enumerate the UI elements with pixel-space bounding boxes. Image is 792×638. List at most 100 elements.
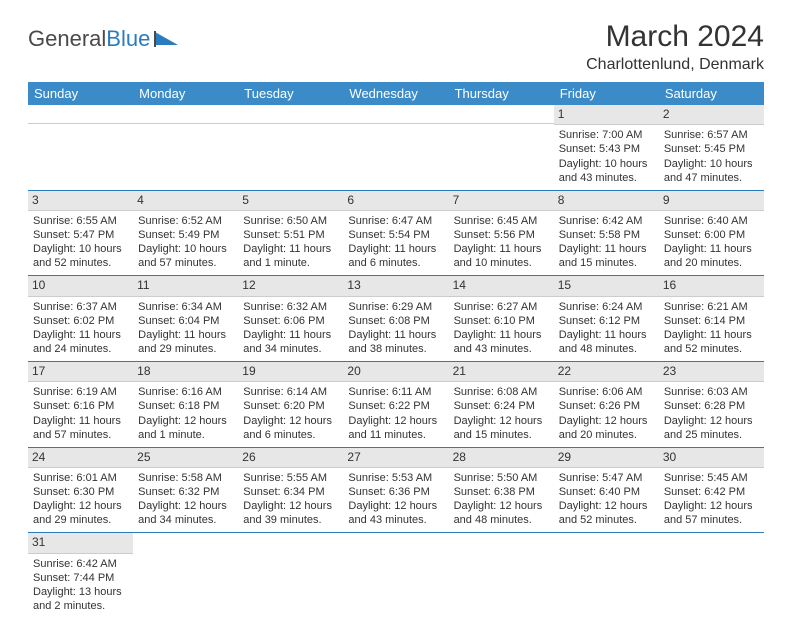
detail-line: and 20 minutes. [559, 428, 654, 442]
calendar-cell: 18Sunrise: 6:16 AMSunset: 6:18 PMDayligh… [133, 362, 238, 448]
day-number: 16 [659, 276, 764, 296]
day-header: Wednesday [343, 82, 448, 105]
detail-line: Sunset: 5:45 PM [664, 142, 759, 156]
detail-line: Sunset: 6:14 PM [664, 314, 759, 328]
detail-line: Sunset: 6:16 PM [33, 399, 128, 413]
detail-line: and 57 minutes. [33, 428, 128, 442]
detail-line: Sunrise: 6:55 AM [33, 214, 128, 228]
day-number: 14 [449, 276, 554, 296]
detail-line: and 39 minutes. [243, 513, 338, 527]
day-number: 31 [28, 533, 133, 553]
day-number: 1 [554, 105, 659, 125]
detail-line: Sunrise: 6:06 AM [559, 385, 654, 399]
detail-line: Daylight: 11 hours [33, 328, 128, 342]
detail-line: Daylight: 12 hours [559, 414, 654, 428]
detail-line: and 1 minute. [138, 428, 233, 442]
day-details: Sunrise: 6:47 AMSunset: 5:54 PMDaylight:… [348, 214, 443, 270]
detail-line: Sunset: 6:22 PM [348, 399, 443, 413]
calendar-row: 1Sunrise: 7:00 AMSunset: 5:43 PMDaylight… [28, 105, 764, 190]
detail-line: Daylight: 10 hours [559, 157, 654, 171]
day-number: 25 [133, 448, 238, 468]
detail-line: and 6 minutes. [243, 428, 338, 442]
detail-line: and 43 minutes. [348, 513, 443, 527]
day-number: 17 [28, 362, 133, 382]
day-header: Tuesday [238, 82, 343, 105]
calendar-cell: 1Sunrise: 7:00 AMSunset: 5:43 PMDaylight… [554, 105, 659, 190]
detail-line: and 20 minutes. [664, 256, 759, 270]
day-number: 2 [659, 105, 764, 125]
calendar-cell: 23Sunrise: 6:03 AMSunset: 6:28 PMDayligh… [659, 362, 764, 448]
month-title: March 2024 [586, 20, 764, 54]
detail-line: Daylight: 11 hours [348, 328, 443, 342]
detail-line: and 52 minutes. [664, 342, 759, 356]
day-number: 5 [238, 191, 343, 211]
calendar-cell: 19Sunrise: 6:14 AMSunset: 6:20 PMDayligh… [238, 362, 343, 448]
detail-line: Sunrise: 6:11 AM [348, 385, 443, 399]
detail-line: Sunrise: 6:57 AM [664, 128, 759, 142]
calendar-cell [238, 533, 343, 618]
calendar-body: 1Sunrise: 7:00 AMSunset: 5:43 PMDaylight… [28, 105, 764, 618]
calendar-table: SundayMondayTuesdayWednesdayThursdayFrid… [28, 82, 764, 618]
day-details: Sunrise: 6:42 AMSunset: 7:44 PMDaylight:… [33, 557, 128, 613]
calendar-cell: 28Sunrise: 5:50 AMSunset: 6:38 PMDayligh… [449, 447, 554, 533]
calendar-cell: 5Sunrise: 6:50 AMSunset: 5:51 PMDaylight… [238, 190, 343, 276]
detail-line: Sunrise: 6:34 AM [138, 300, 233, 314]
detail-line: Daylight: 11 hours [454, 328, 549, 342]
calendar-cell [449, 105, 554, 190]
detail-line: and 52 minutes. [559, 513, 654, 527]
day-details: Sunrise: 6:19 AMSunset: 6:16 PMDaylight:… [33, 385, 128, 441]
detail-line: Sunrise: 6:29 AM [348, 300, 443, 314]
day-details: Sunrise: 6:11 AMSunset: 6:22 PMDaylight:… [348, 385, 443, 441]
day-header: Saturday [659, 82, 764, 105]
calendar-cell: 12Sunrise: 6:32 AMSunset: 6:06 PMDayligh… [238, 276, 343, 362]
detail-line: Sunset: 6:12 PM [559, 314, 654, 328]
calendar-row: 31 Sunrise: 6:42 AMSunset: 7:44 PMDayligh… [28, 533, 764, 618]
detail-line: Sunset: 6:28 PM [664, 399, 759, 413]
day-details: Sunrise: 6:45 AMSunset: 5:56 PMDaylight:… [454, 214, 549, 270]
day-number: 26 [238, 448, 343, 468]
detail-line: Sunset: 5:51 PM [243, 228, 338, 242]
day-number-empty [449, 105, 554, 124]
day-details: Sunrise: 6:32 AMSunset: 6:06 PMDaylight:… [243, 300, 338, 356]
detail-line: Daylight: 11 hours [348, 242, 443, 256]
detail-line: Daylight: 12 hours [243, 414, 338, 428]
day-number: 11 [133, 276, 238, 296]
day-number: 15 [554, 276, 659, 296]
detail-line: and 15 minutes. [559, 256, 654, 270]
day-details: Sunrise: 6:01 AMSunset: 6:30 PMDaylight:… [33, 471, 128, 527]
day-number: 6 [343, 191, 448, 211]
detail-line: Sunrise: 6:37 AM [33, 300, 128, 314]
calendar-cell [133, 533, 238, 618]
day-details: Sunrise: 6:06 AMSunset: 6:26 PMDaylight:… [559, 385, 654, 441]
detail-line: Sunset: 6:34 PM [243, 485, 338, 499]
day-number: 3 [28, 191, 133, 211]
calendar-cell: 27Sunrise: 5:53 AMSunset: 6:36 PMDayligh… [343, 447, 448, 533]
detail-line: and 6 minutes. [348, 256, 443, 270]
day-details: Sunrise: 6:37 AMSunset: 6:02 PMDaylight:… [33, 300, 128, 356]
day-details: Sunrise: 6:29 AMSunset: 6:08 PMDaylight:… [348, 300, 443, 356]
detail-line: Sunset: 5:47 PM [33, 228, 128, 242]
detail-line: and 38 minutes. [348, 342, 443, 356]
detail-line: Sunset: 6:30 PM [33, 485, 128, 499]
detail-line: and 34 minutes. [138, 513, 233, 527]
detail-line: Sunrise: 5:45 AM [664, 471, 759, 485]
calendar-cell: 25Sunrise: 5:58 AMSunset: 6:32 PMDayligh… [133, 447, 238, 533]
day-number-empty [28, 105, 133, 124]
location: Charlottenlund, Denmark [586, 56, 764, 74]
calendar-cell: 7Sunrise: 6:45 AMSunset: 5:56 PMDaylight… [449, 190, 554, 276]
detail-line: Sunset: 6:08 PM [348, 314, 443, 328]
day-details: Sunrise: 5:50 AMSunset: 6:38 PMDaylight:… [454, 471, 549, 527]
detail-line: Sunrise: 6:08 AM [454, 385, 549, 399]
day-number: 20 [343, 362, 448, 382]
day-header: Friday [554, 82, 659, 105]
day-number-empty [133, 105, 238, 124]
logo-word2: Blue [106, 26, 150, 51]
day-number: 22 [554, 362, 659, 382]
detail-line: and 34 minutes. [243, 342, 338, 356]
detail-line: Sunrise: 6:24 AM [559, 300, 654, 314]
day-number: 8 [554, 191, 659, 211]
detail-line: Daylight: 11 hours [454, 242, 549, 256]
day-number-empty [238, 105, 343, 124]
logo: GeneralBlue [28, 26, 180, 52]
calendar-cell: 20 Sunrise: 6:11 AMSunset: 6:22 PMDayligh… [343, 362, 448, 448]
